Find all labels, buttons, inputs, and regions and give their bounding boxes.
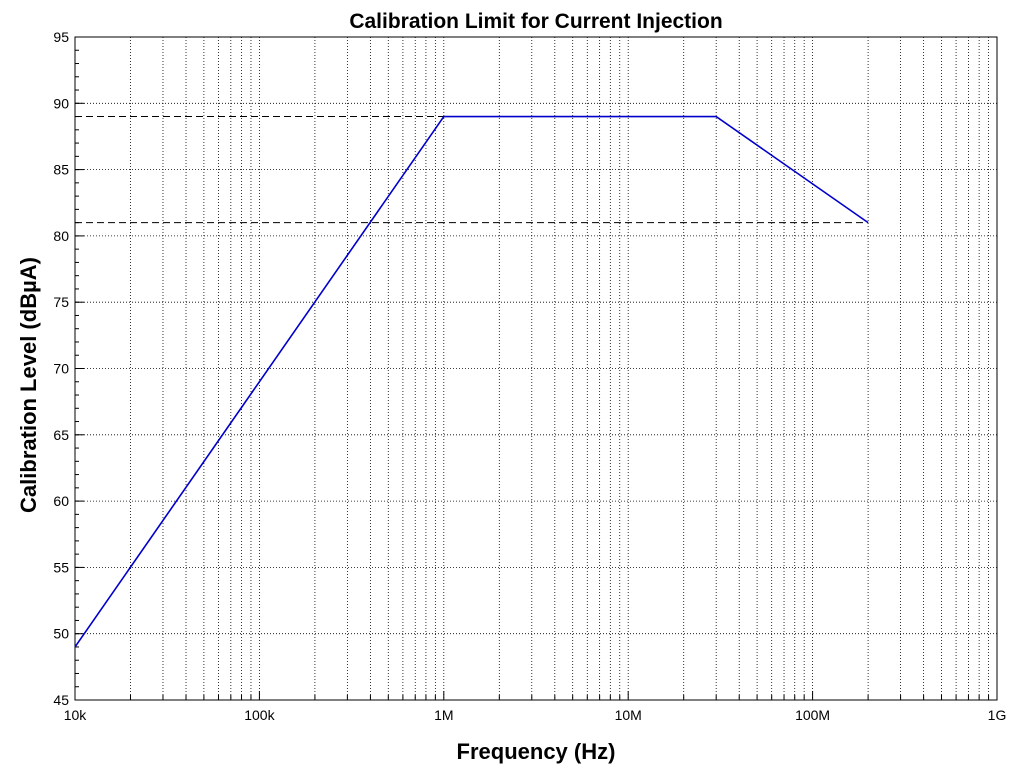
y-tick-label: 65 <box>53 427 69 443</box>
x-tick-label: 1M <box>434 707 453 723</box>
data-line <box>74 115 869 648</box>
x-tick-label: 10k <box>64 707 88 723</box>
y-tick-label: 95 <box>53 29 69 45</box>
y-tick-label: 60 <box>53 493 69 509</box>
y-tick-label: 75 <box>53 294 69 310</box>
y-tick-label: 80 <box>53 228 69 244</box>
y-tick-label: 90 <box>53 95 69 111</box>
x-tick-label: 1G <box>988 707 1007 723</box>
x-tick-label: 10M <box>615 707 642 723</box>
x-tick-label: 100k <box>244 707 275 723</box>
x-axis-label: Frequency (Hz) <box>457 739 616 764</box>
y-tick-label: 85 <box>53 162 69 178</box>
y-tick-label: 55 <box>53 559 69 575</box>
y-tick-label: 45 <box>53 692 69 708</box>
y-tick-label: 50 <box>53 626 69 642</box>
chart-title: Calibration Limit for Current Injection <box>349 10 722 33</box>
y-axis-label: Calibration Level (dBµA) <box>16 257 41 513</box>
y-tick-label: 70 <box>53 361 69 377</box>
plot-frame <box>74 36 998 701</box>
x-tick-label: 100M <box>795 707 830 723</box>
